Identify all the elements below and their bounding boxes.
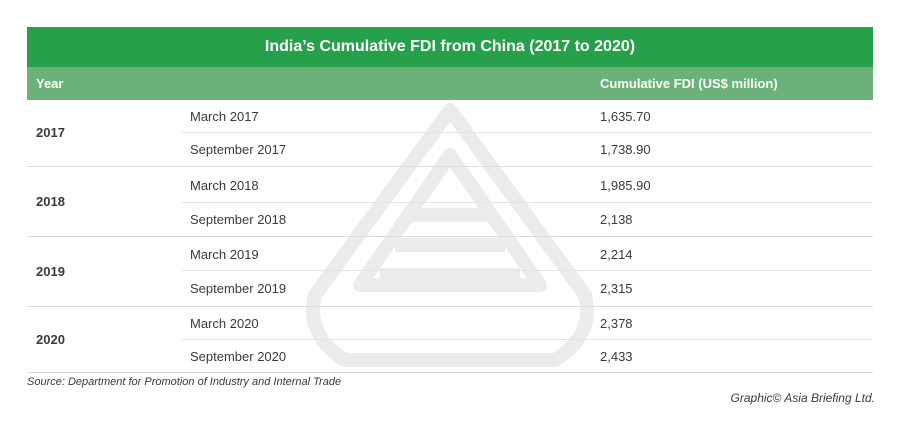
period-cell: March 2019	[190, 246, 259, 262]
period-cell: September 2017	[190, 142, 287, 157]
table-row: September 2017 1,738.90	[27, 133, 873, 166]
year-label: 2020	[36, 331, 65, 347]
year-group: 2019 March 2019 2,214 September 2019 2,315	[27, 237, 873, 306]
fdi-value-cell: 1,738.90	[600, 142, 651, 157]
table-header: Year Cumulative FDI (US$ million)	[27, 67, 873, 100]
year-group: 2020 March 2020 2,378 September 2020 2,433	[27, 307, 873, 372]
table-row: September 2019 2,315	[27, 271, 873, 306]
fdi-value-cell: 2,378	[600, 316, 633, 331]
table-row: March 2019 2,214	[27, 237, 873, 271]
period-cell: March 2018	[190, 177, 259, 193]
fdi-table: India’s Cumulative FDI from China (2017 …	[27, 27, 873, 373]
table-row: September 2020 2,433	[27, 340, 873, 372]
year-label: 2017	[36, 125, 65, 140]
fdi-value-cell: 1,635.70	[600, 109, 651, 124]
fdi-value-cell: 2,138	[600, 212, 633, 227]
fdi-value-cell: 2,433	[600, 348, 633, 364]
row-divider	[27, 236, 873, 237]
table-title: India’s Cumulative FDI from China (2017 …	[27, 27, 873, 67]
row-divider	[27, 306, 873, 307]
table-body: 2017 March 2017 1,635.70 September 2017 1,73…	[27, 100, 873, 373]
credit-line: Graphic© Asia Briefing Ltd.	[730, 391, 875, 405]
row-divider	[27, 372, 873, 373]
year-group: 2017 March 2017 1,635.70 September 2017 1,73…	[27, 100, 873, 166]
table-row: March 2017 1,635.70	[27, 100, 873, 133]
fdi-value-cell: 2,214	[600, 246, 633, 262]
period-cell: September 2019	[190, 281, 287, 296]
table-row: March 2020 2,378	[27, 307, 873, 340]
period-cell: March 2020	[190, 316, 259, 331]
table-row: September 2018 2,138	[27, 203, 873, 236]
period-cell: March 2017	[190, 109, 259, 124]
year-label: 2019	[36, 263, 65, 279]
year-label: 2018	[36, 193, 65, 209]
source-note: Source: Department for Promotion of Indu…	[27, 376, 342, 388]
table-row: March 2018 1,985.90	[27, 167, 873, 203]
fdi-column-header: Cumulative FDI (US$ million)	[600, 76, 778, 91]
fdi-value-cell: 2,315	[600, 281, 633, 296]
fdi-value-cell: 1,985.90	[600, 177, 651, 193]
year-group: 2018 March 2018 1,985.90 September 2018 2,13…	[27, 167, 873, 236]
period-cell: September 2018	[190, 212, 287, 227]
row-divider	[27, 166, 873, 167]
period-cell: September 2020	[190, 348, 287, 364]
year-column-header: Year	[36, 76, 64, 91]
